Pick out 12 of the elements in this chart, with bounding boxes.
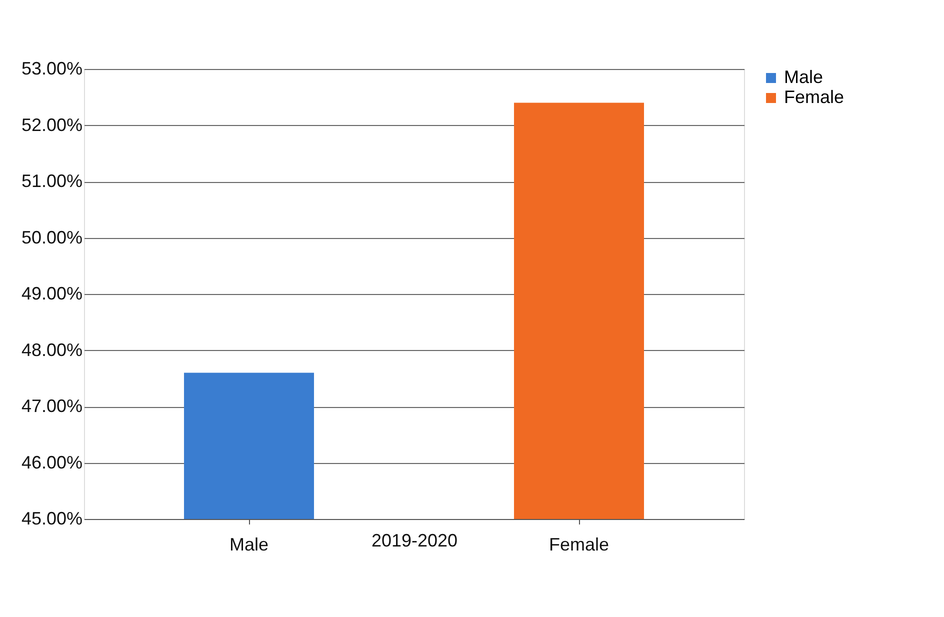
y-tick-label: 50.00%	[21, 227, 82, 248]
y-tick-label: 49.00%	[21, 284, 82, 304]
y-tick-label: 48.00%	[21, 340, 82, 360]
y-tick-label: 46.00%	[21, 452, 82, 472]
y-tick-label: 45.00%	[21, 508, 82, 528]
y-tick-label: 53.00%	[21, 58, 82, 78]
legend-label: Male	[784, 67, 824, 87]
y-tick-label: 47.00%	[21, 396, 82, 416]
y-tick-label: 52.00%	[21, 114, 82, 135]
legend-label: Female	[784, 87, 844, 107]
y-tick-label: 51.00%	[21, 171, 82, 191]
x-axis-title: 2019-2020	[371, 530, 458, 550]
